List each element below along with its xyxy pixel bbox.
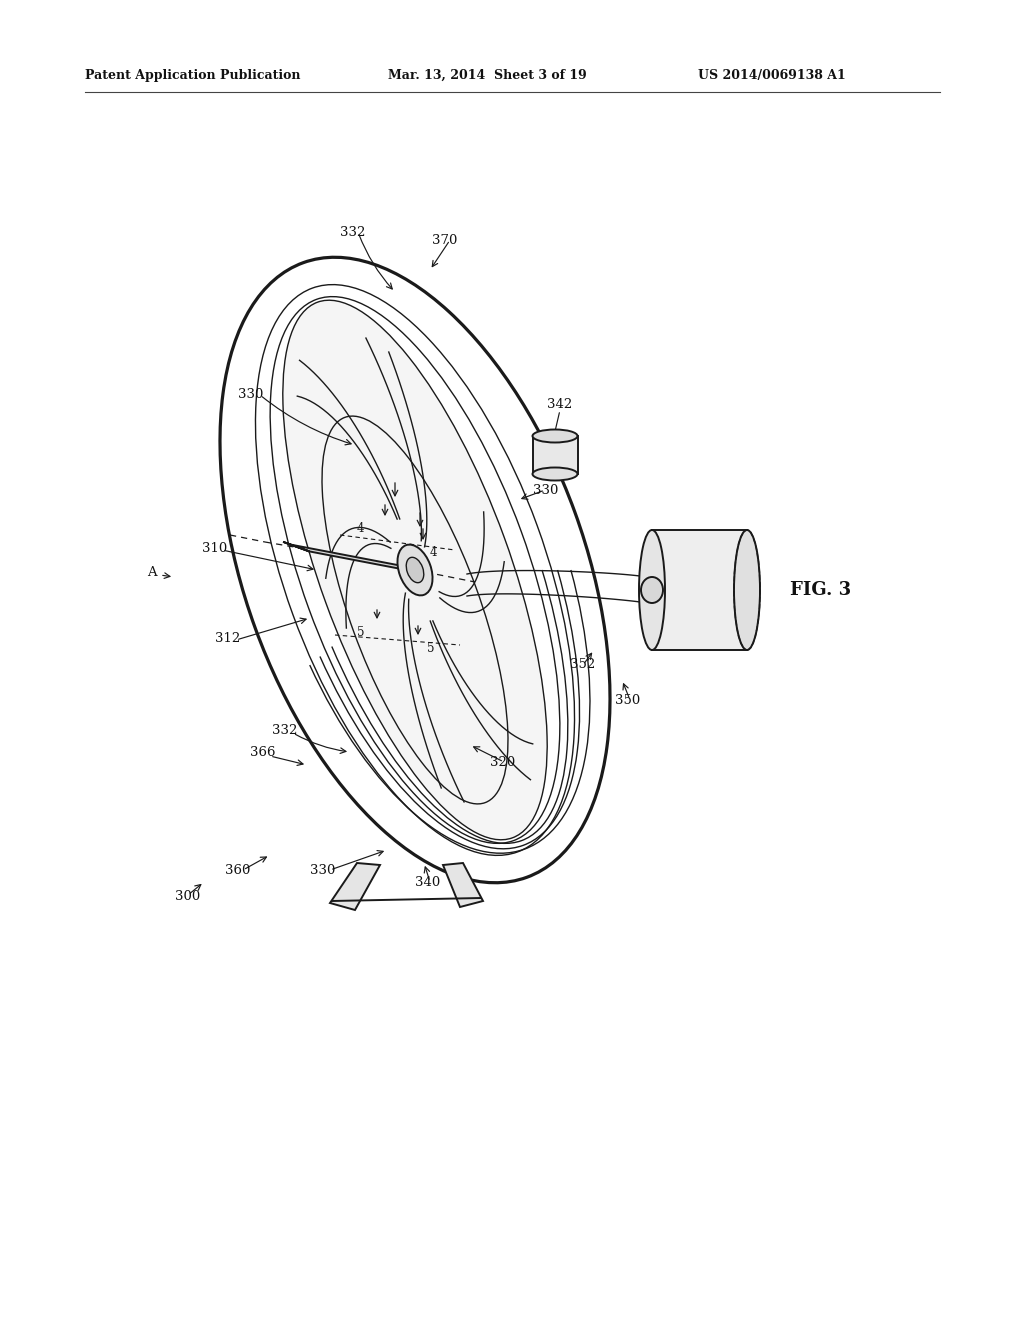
Polygon shape [330, 863, 380, 909]
Ellipse shape [641, 577, 663, 603]
Polygon shape [283, 541, 309, 552]
Text: 366: 366 [250, 747, 275, 759]
Text: 5: 5 [357, 626, 365, 639]
Polygon shape [443, 863, 483, 907]
Polygon shape [291, 545, 424, 573]
Text: 300: 300 [175, 891, 201, 903]
Text: Mar. 13, 2014  Sheet 3 of 19: Mar. 13, 2014 Sheet 3 of 19 [388, 69, 587, 82]
Text: Patent Application Publication: Patent Application Publication [85, 69, 300, 82]
Ellipse shape [734, 531, 760, 649]
Text: 370: 370 [432, 234, 458, 247]
Text: FIG. 3: FIG. 3 [790, 581, 851, 599]
Bar [652, 531, 746, 649]
Text: 352: 352 [570, 659, 595, 672]
Text: US 2014/0069138 A1: US 2014/0069138 A1 [698, 69, 846, 82]
Text: 312: 312 [215, 631, 241, 644]
Text: 332: 332 [272, 723, 297, 737]
Ellipse shape [532, 467, 578, 480]
Text: 4: 4 [357, 521, 365, 535]
Text: A: A [147, 566, 157, 579]
Ellipse shape [639, 531, 665, 649]
Ellipse shape [397, 545, 432, 595]
Text: 340: 340 [415, 875, 440, 888]
Text: 4: 4 [430, 546, 437, 560]
Text: 310: 310 [202, 541, 227, 554]
Text: 360: 360 [225, 863, 251, 876]
Bar [534, 436, 578, 474]
Text: 330: 330 [238, 388, 263, 401]
Text: 350: 350 [615, 693, 640, 706]
Ellipse shape [532, 429, 578, 442]
Text: 320: 320 [490, 755, 515, 768]
Text: 342: 342 [547, 399, 572, 412]
Text: 330: 330 [310, 863, 336, 876]
Ellipse shape [407, 557, 424, 582]
Ellipse shape [283, 300, 547, 840]
Text: 330: 330 [534, 483, 558, 496]
Text: 5: 5 [427, 642, 434, 655]
Text: 332: 332 [340, 226, 366, 239]
